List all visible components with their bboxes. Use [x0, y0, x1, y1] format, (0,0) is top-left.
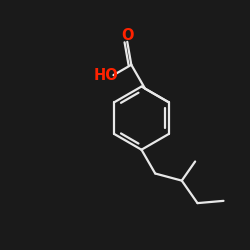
Text: HO: HO [94, 68, 118, 82]
Text: O: O [121, 28, 134, 43]
